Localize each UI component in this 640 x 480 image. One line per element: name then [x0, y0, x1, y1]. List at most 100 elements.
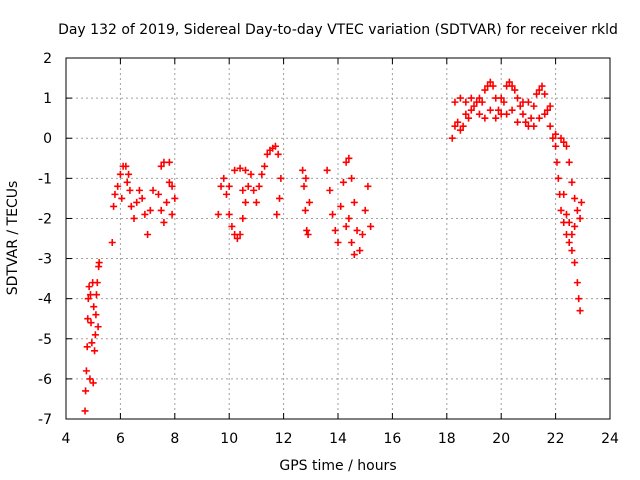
- grid-lines: [66, 58, 610, 419]
- data-point: [470, 102, 478, 110]
- data-point: [456, 94, 464, 102]
- data-point: [350, 198, 358, 206]
- data-marks: [81, 78, 585, 415]
- data-point: [467, 94, 475, 102]
- data-point: [114, 182, 122, 190]
- data-point: [89, 279, 97, 287]
- data-point: [116, 170, 124, 178]
- x-tick-label: 20: [492, 431, 510, 447]
- data-point: [90, 303, 98, 311]
- data-point: [565, 158, 573, 166]
- data-point: [573, 206, 581, 214]
- data-point: [554, 174, 562, 182]
- data-point: [492, 114, 500, 122]
- data-point: [524, 98, 532, 106]
- data-point: [562, 210, 570, 218]
- data-point: [271, 142, 279, 150]
- data-point: [127, 202, 135, 210]
- data-point: [530, 102, 538, 110]
- data-point: [261, 162, 269, 170]
- chart-title: Day 132 of 2019, Sidereal Day-to-day VTE…: [58, 22, 618, 38]
- data-point: [301, 206, 309, 214]
- data-point: [252, 198, 260, 206]
- data-point: [364, 182, 372, 190]
- data-point: [118, 194, 126, 202]
- data-point: [475, 110, 483, 118]
- data-point: [348, 174, 356, 182]
- data-point: [277, 174, 285, 182]
- data-point: [236, 164, 244, 172]
- data-point: [263, 150, 271, 158]
- data-point: [88, 339, 96, 347]
- data-point: [91, 347, 99, 355]
- data-point: [92, 311, 100, 319]
- data-point: [508, 82, 516, 90]
- data-point: [573, 279, 581, 287]
- data-point: [244, 182, 252, 190]
- data-point: [302, 174, 310, 182]
- data-point: [571, 194, 579, 202]
- data-point: [92, 291, 100, 299]
- data-point: [81, 407, 89, 415]
- data-point: [535, 114, 543, 122]
- data-point: [214, 210, 222, 218]
- data-point: [527, 114, 535, 122]
- data-point: [576, 307, 584, 315]
- data-point: [83, 343, 91, 351]
- data-point: [459, 122, 467, 130]
- data-point: [305, 198, 313, 206]
- x-axis-label: GPS time / hours: [279, 458, 396, 474]
- x-tick-label: 8: [170, 431, 179, 447]
- data-point: [273, 210, 281, 218]
- data-point: [247, 170, 255, 178]
- data-point: [353, 226, 361, 234]
- data-point: [217, 182, 225, 190]
- series-segment-3: [214, 142, 285, 242]
- data-point: [519, 110, 527, 118]
- data-point: [475, 94, 483, 102]
- data-point: [541, 110, 549, 118]
- data-point: [157, 162, 165, 170]
- data-point: [345, 214, 353, 222]
- data-point: [565, 218, 573, 226]
- data-point: [552, 142, 560, 150]
- data-point: [560, 190, 568, 198]
- data-point: [462, 98, 470, 106]
- series-segment-5: [323, 154, 375, 259]
- y-tick-label: -3: [38, 252, 52, 268]
- x-tick-label: 10: [220, 431, 238, 447]
- data-point: [503, 110, 511, 118]
- data-point: [85, 283, 93, 291]
- data-point: [160, 218, 168, 226]
- data-point: [329, 210, 337, 218]
- y-tick-label: 0: [43, 131, 52, 147]
- data-point: [146, 206, 154, 214]
- data-point: [242, 198, 250, 206]
- data-point: [149, 186, 157, 194]
- data-point: [276, 194, 284, 202]
- series-segment-4: [299, 166, 313, 238]
- data-point: [348, 239, 356, 247]
- data-point: [163, 198, 171, 206]
- data-point: [110, 202, 118, 210]
- data-point: [126, 186, 134, 194]
- data-point: [339, 178, 347, 186]
- data-point: [451, 122, 459, 130]
- x-tick-label: 4: [62, 431, 71, 447]
- data-point: [84, 295, 92, 303]
- data-point: [165, 178, 173, 186]
- x-tick-label: 16: [383, 431, 401, 447]
- data-point: [546, 102, 554, 110]
- data-point: [326, 186, 334, 194]
- series-segment-2: [108, 158, 179, 247]
- data-point: [242, 166, 250, 174]
- data-point: [258, 170, 266, 178]
- data-point: [86, 291, 94, 299]
- data-point: [552, 130, 560, 138]
- series-segment-1: [81, 259, 103, 415]
- data-point: [508, 106, 516, 114]
- y-tick-label: -1: [38, 171, 52, 187]
- data-point: [255, 182, 263, 190]
- data-point: [565, 239, 573, 247]
